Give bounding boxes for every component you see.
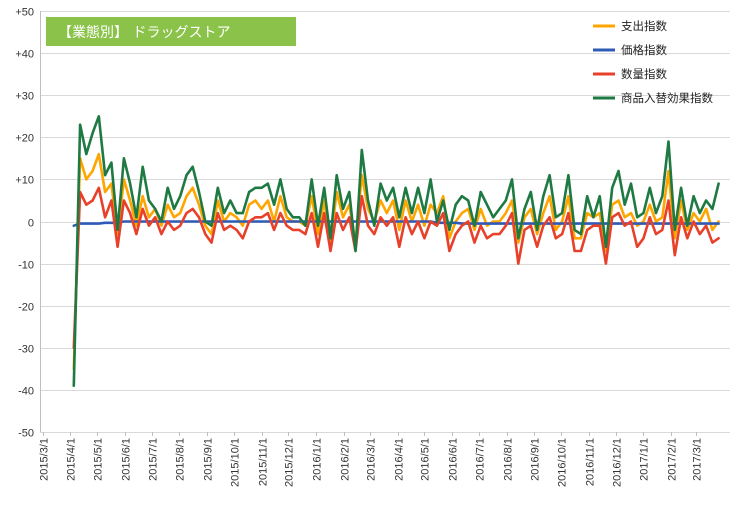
y-tick-label: +20 — [15, 133, 34, 145]
y-tick-label: +50 — [15, 7, 34, 19]
x-tick-label: 2015/11/1 — [258, 438, 270, 486]
x-tick-label: 2015/6/1 — [121, 438, 133, 481]
x-tick-label: 2015/9/1 — [203, 438, 215, 481]
x-tick-label: 2016/8/1 — [503, 438, 515, 481]
x-tick-label: 2016/2/1 — [340, 438, 352, 481]
legend-item: 支出指数 — [593, 19, 667, 33]
y-tick-label: 0 — [28, 218, 34, 230]
x-tick-label: 2016/3/1 — [366, 438, 378, 481]
x-tick-label: 2017/1/1 — [639, 438, 651, 481]
x-tick-label: 2016/5/1 — [420, 438, 432, 481]
series-line — [72, 115, 720, 388]
legend-label: 価格指数 — [621, 43, 667, 57]
x-tick-label: 2016/12/1 — [612, 438, 624, 487]
y-tick-label: -50 — [18, 428, 34, 440]
legend-item: 商品入替効果指数 — [593, 91, 713, 105]
legend-item: 価格指数 — [593, 43, 667, 57]
x-tick-label: 2016/1/1 — [312, 438, 324, 481]
legend-label: 数量指数 — [621, 67, 667, 81]
series-lines — [72, 115, 720, 388]
x-tick-label: 2016/6/1 — [448, 438, 460, 481]
legend-item: 数量指数 — [593, 67, 667, 81]
x-tick-label: 2016/7/1 — [475, 438, 487, 481]
y-tick-label: +10 — [15, 175, 34, 187]
y-tick-label: -30 — [18, 344, 34, 356]
y-tick-label: +30 — [15, 91, 34, 103]
series-line — [72, 186, 720, 350]
title-text: 【業態別】 ドラッグストア — [58, 25, 230, 41]
legend-label: 支出指数 — [621, 19, 667, 33]
y-tick-label: -20 — [18, 302, 34, 314]
legend-label: 商品入替効果指数 — [621, 91, 713, 105]
y-tick-label: +40 — [15, 49, 34, 61]
x-tick-label: 2015/12/1 — [284, 438, 296, 487]
x-tick-label: 2015/4/1 — [66, 438, 78, 481]
x-tick-label: 2015/3/1 — [39, 438, 51, 481]
x-tick-label: 2016/4/1 — [394, 438, 406, 481]
title-box — [46, 17, 296, 46]
x-tick-label: 2015/7/1 — [148, 438, 160, 481]
x-tick-label: 2017/2/1 — [667, 438, 679, 481]
x-tick-label: 2016/10/1 — [557, 438, 569, 487]
series-line — [72, 152, 720, 371]
x-tick-label: 2015/10/1 — [230, 438, 242, 487]
x-tick-label: 2016/9/1 — [530, 438, 542, 481]
y-axis: +50 +40 +30 +20 +10 0 -10 -20 -30 -40 -50 — [15, 7, 41, 440]
x-tick-label: 2016/11/1 — [585, 438, 597, 486]
x-tick-label: 2015/8/1 — [175, 438, 187, 481]
x-axis: 2015/3/1 2015/4/1 2015/5/1 2015/6/1 2015/7/1… — [39, 432, 704, 487]
x-tick-label: 2017/3/1 — [692, 438, 704, 481]
chart-title: 【業態別】 ドラッグストア — [46, 17, 296, 46]
x-tick-label: 2015/5/1 — [93, 438, 105, 481]
y-tick-label: -10 — [18, 260, 34, 272]
y-tick-label: -40 — [18, 386, 34, 398]
